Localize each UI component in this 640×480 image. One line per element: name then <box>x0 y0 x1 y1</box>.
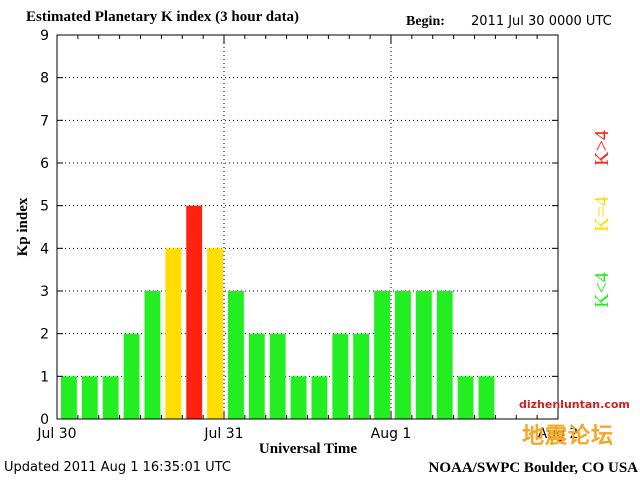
y-tick-label: 4 <box>40 241 49 257</box>
axis-ticks <box>57 34 558 420</box>
kp-bar <box>374 291 390 419</box>
kp-bar <box>457 376 474 419</box>
grid-lines <box>57 35 558 419</box>
legend: K<4 K=4 K>4 <box>591 130 613 308</box>
kp-bar <box>353 333 370 419</box>
legend-item: K=4 <box>591 196 613 232</box>
kp-bar <box>290 376 307 419</box>
x-tick-label: Aug 1 <box>371 426 412 442</box>
kp-bar <box>415 291 432 419</box>
kp-bar <box>248 333 265 419</box>
kp-bar <box>269 333 286 419</box>
y-tick-label: 6 <box>40 156 49 172</box>
y-tick-label: 3 <box>40 284 49 300</box>
y-tick-labels: 0 1 2 3 4 5 6 7 8 9 <box>40 28 49 428</box>
bars <box>61 205 495 419</box>
kp-bar <box>144 291 161 419</box>
kp-bar <box>61 376 77 419</box>
kp-bar <box>207 248 223 419</box>
kp-bar <box>332 333 349 419</box>
y-tick-label: 0 <box>40 412 49 428</box>
updated-timestamp: Updated 2011 Aug 1 16:35:01 UTC <box>4 460 231 475</box>
credit-text: NOAA/SWPC Boulder, CO USA <box>428 460 638 476</box>
y-tick-label: 5 <box>40 199 49 215</box>
begin-label: Begin: <box>406 14 445 29</box>
x-tick-label: Jul 30 <box>36 426 76 442</box>
begin-value: 2011 Jul 30 0000 UTC <box>471 14 612 29</box>
watermark-logo: 地震论坛 <box>522 424 615 449</box>
x-tick-label: Aug 2 <box>538 426 579 442</box>
kp-bar <box>165 248 182 419</box>
y-tick-label: 2 <box>40 327 49 343</box>
x-tick-label: Jul 31 <box>203 426 243 442</box>
legend-item: K<4 <box>591 272 613 308</box>
kp-bar <box>436 291 453 419</box>
y-tick-label: 9 <box>40 28 49 44</box>
y-tick-label: 7 <box>40 113 49 129</box>
kp-bar <box>311 376 328 419</box>
kp-bar <box>395 291 411 419</box>
x-tick-labels: Jul 30 Jul 31 Aug 1 Aug 2 <box>36 426 578 442</box>
kp-bar <box>186 205 203 419</box>
watermark-url: dizhenluntan.com <box>519 398 630 411</box>
kp-bar <box>102 376 119 419</box>
kp-bar <box>478 376 495 419</box>
x-axis-title: Universal Time <box>259 441 358 457</box>
y-axis-title: Kp index <box>15 197 31 256</box>
chart-title: Estimated Planetary K index (3 hour data… <box>26 9 300 25</box>
y-tick-label: 8 <box>40 71 49 87</box>
kp-bar <box>228 291 244 419</box>
kp-bar <box>123 333 140 419</box>
kp-bar <box>81 376 98 419</box>
y-tick-label: 1 <box>40 369 49 385</box>
legend-item: K>4 <box>591 130 613 166</box>
